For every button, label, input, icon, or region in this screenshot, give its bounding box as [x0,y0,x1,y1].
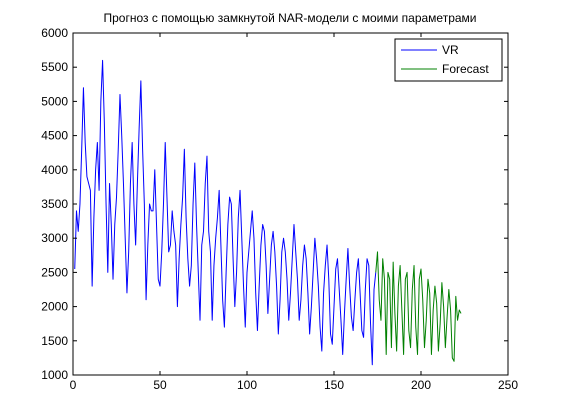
y-tick-label: 3000 [41,231,68,245]
legend: VR Forecast [394,38,503,82]
legend-label-vr: VR [442,43,459,57]
ticks-layer: 0 50 100 150 200 250 1000 1500 2000 2500 3000 3500 4… [41,26,518,392]
x-tick-label: 0 [70,378,77,392]
legend-box [394,38,503,82]
y-tick-label: 4000 [41,163,68,177]
x-tick-label: 100 [237,378,257,392]
y-tick-label: 5500 [41,60,68,74]
series-line-forecast [375,251,462,362]
y-tick-label: 4500 [41,129,68,143]
y-tick-label: 5000 [41,94,68,108]
y-tick-label: 3500 [41,197,68,211]
y-tick-label: 1000 [41,368,68,382]
x-tick-label: 200 [411,378,431,392]
y-tick-label: 2500 [41,265,68,279]
plot-area [73,33,508,375]
y-tick-label: 2000 [41,300,68,314]
x-tick-label: 150 [324,378,344,392]
series-line-vr [74,59,377,366]
y-tick-label: 1500 [41,334,68,348]
legend-label-forecast: Forecast [442,62,489,76]
x-tick-label: 250 [498,378,518,392]
series-layer [74,59,462,366]
y-tick-label: 6000 [41,26,68,40]
x-tick-label: 50 [153,378,167,392]
chart-title: Прогноз с помощью замкнутой NAR-модели с… [103,11,476,25]
